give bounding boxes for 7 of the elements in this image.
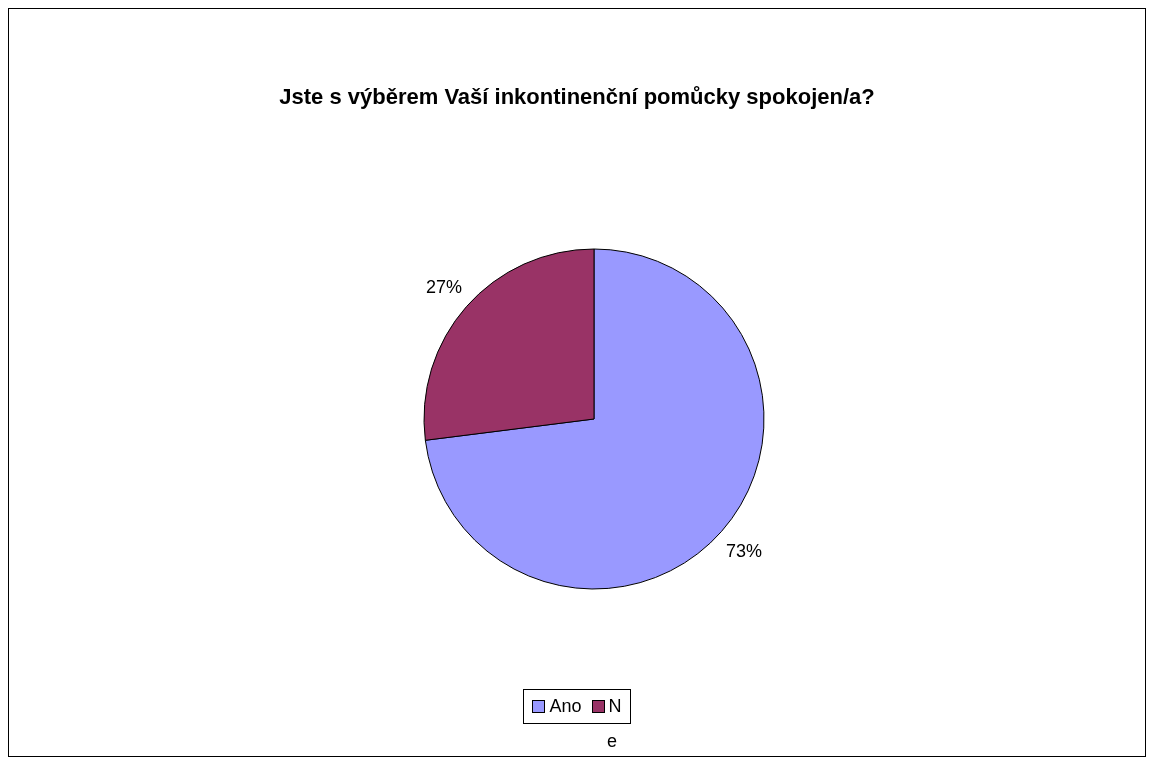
data-label: 73% [726,541,763,562]
data-label: 27% [425,276,462,297]
text: e [606,731,618,752]
pie-slice [424,248,765,590]
legend-label: N [607,696,622,717]
legend-label: Ano [548,696,582,717]
chart-title: Jste s výběrem Vaší inkontinenční pomůcky spokojen/a? [278,84,876,110]
